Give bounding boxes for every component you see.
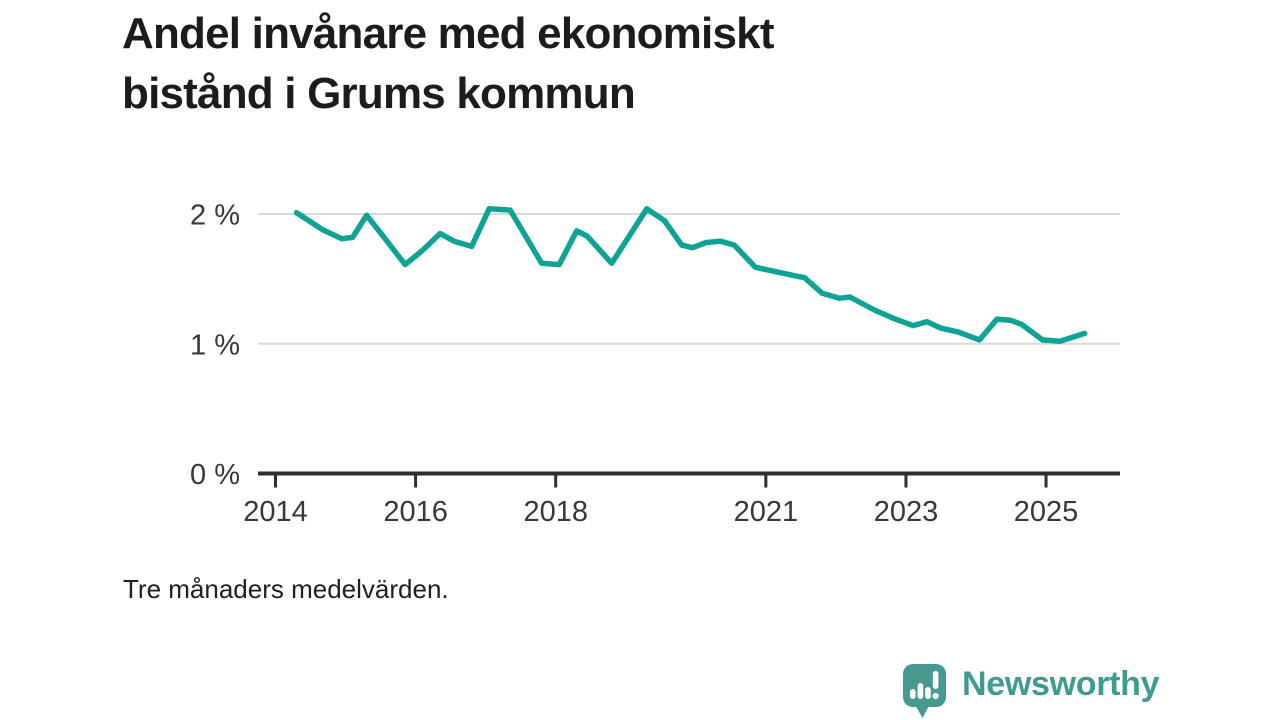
y-tick-label: 1 % bbox=[190, 329, 240, 361]
x-axis bbox=[258, 471, 1120, 488]
x-tick-label: 2016 bbox=[383, 496, 448, 528]
page-title-line1: Andel invånare med ekonomiskt bbox=[122, 9, 774, 58]
x-axis-labels: 2014 2016 2018 2021 2023 2025 bbox=[243, 496, 1078, 528]
y-axis-labels: 2 % 1 % 0 % bbox=[190, 200, 240, 491]
newsworthy-wordmark: Newsworthy bbox=[962, 665, 1160, 703]
data-series bbox=[293, 206, 1088, 344]
trend-line bbox=[293, 206, 1088, 344]
speech-bubble-bar-chart-icon bbox=[903, 664, 946, 718]
newsworthy-logo[interactable]: Newsworthy bbox=[902, 663, 1160, 720]
x-tick-label: 2023 bbox=[874, 496, 939, 528]
y-tick-label: 2 % bbox=[190, 200, 240, 232]
y-tick-label: 0 % bbox=[190, 459, 240, 491]
page-title-line2: bistånd i Grums kommun bbox=[122, 69, 636, 118]
chart-footnote: Tre månaders medelvärden. bbox=[123, 574, 449, 604]
x-tick-label: 2018 bbox=[523, 496, 588, 528]
x-tick-label: 2021 bbox=[734, 496, 799, 528]
page-title: Andel invånare med ekonomiskt bistånd i … bbox=[122, 4, 774, 124]
x-tick-label: 2025 bbox=[1014, 496, 1079, 528]
gridlines bbox=[258, 213, 1120, 345]
x-tick-label: 2014 bbox=[243, 496, 308, 528]
